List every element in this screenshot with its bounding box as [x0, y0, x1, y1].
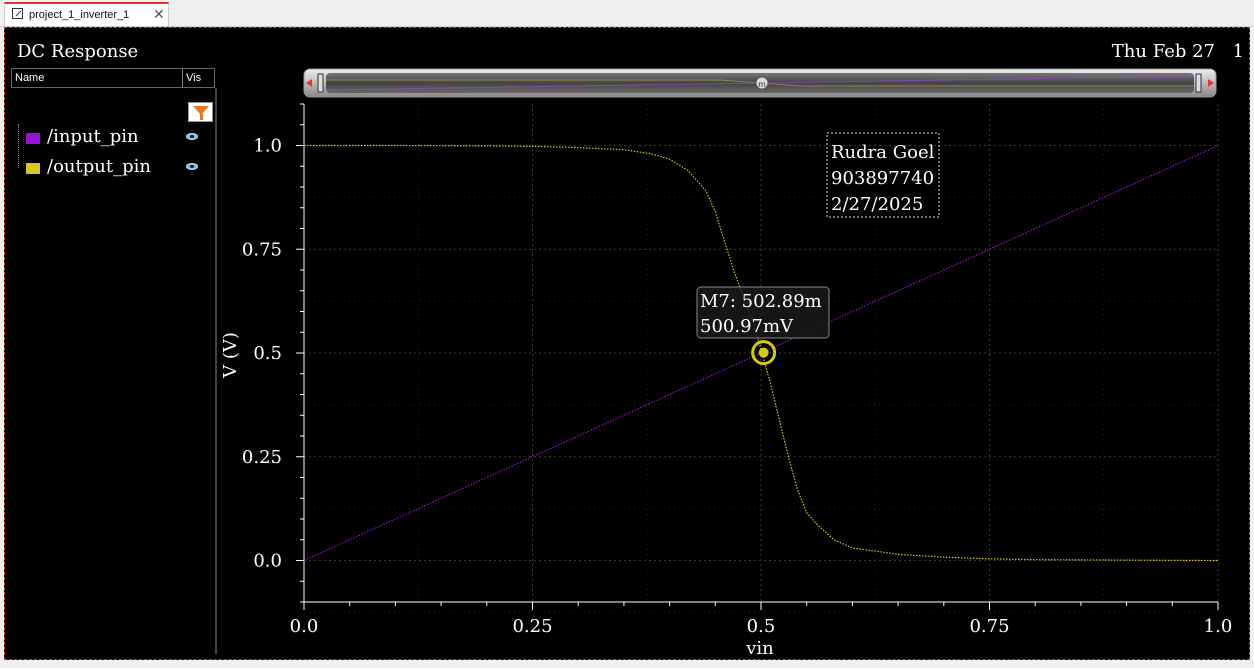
y-axis-label: V (V) [220, 332, 241, 379]
x-scrollbar[interactable]: m [303, 68, 1217, 98]
legend-label-output-pin: /output_pin [47, 156, 151, 177]
legend-header: Name Vis [11, 68, 215, 88]
panel-date-extra: 1 [1232, 41, 1244, 62]
scroll-left-arrow-icon[interactable] [306, 79, 312, 87]
scrollbar-right-handle[interactable] [1195, 73, 1202, 93]
legend-tree-line [18, 124, 20, 168]
marker-label-box [696, 286, 830, 339]
panel-title: DC Response [17, 41, 139, 62]
annotation-line-1: Rudra Goel [831, 142, 935, 163]
legend-col-divider[interactable] [182, 69, 183, 87]
x-axis-label: vin [745, 638, 774, 659]
x-tick-label: 0.75 [969, 616, 1009, 637]
panel-date: Thu Feb 27 [1111, 41, 1215, 62]
marker-m7[interactable]: M7: 502.89m 500.97mV [696, 286, 830, 366]
y-tick-label: 0.5 [253, 343, 282, 364]
marker-dot-icon[interactable] [758, 347, 769, 358]
legend-item-output-pin[interactable]: /output_pin [26, 156, 206, 180]
y-tick-label: 0.0 [253, 551, 282, 572]
tab-label: project_1_inverter_1 [29, 9, 130, 21]
annotation-box[interactable]: Rudra Goel 903897740 2/27/2025 [826, 132, 940, 218]
marker-label-line-1: M7: 502.89m [700, 291, 822, 312]
filter-funnel-icon[interactable] [188, 102, 213, 122]
scrollbar-grip-glyph: m [758, 80, 766, 89]
close-icon[interactable]: ✕ [153, 6, 165, 22]
legend-col-vis[interactable]: Vis [186, 72, 202, 84]
annotation-border [826, 132, 940, 218]
visibility-eye-icon[interactable] [186, 163, 198, 170]
x-tick-label: 0.0 [290, 616, 319, 637]
visibility-eye-icon[interactable] [186, 133, 198, 140]
scrollbar-left-handle[interactable] [317, 73, 324, 93]
plot-grid [303, 104, 1219, 613]
scrollbar-center-grip-icon[interactable] [755, 76, 769, 90]
annotation-line-3: 2/27/2025 [831, 194, 923, 215]
legend-swatch-output-pin [26, 163, 40, 174]
y-tick-label: 1.0 [253, 136, 282, 157]
annotation-line-2: 903897740 [831, 168, 934, 189]
tab-project-1-inverter-1[interactable]: project_1_inverter_1 ✕ [4, 2, 169, 26]
legend-item-input-pin[interactable]: /input_pin [26, 126, 206, 150]
scroll-right-arrow-icon[interactable] [1208, 79, 1214, 87]
legend-col-name[interactable]: Name [15, 72, 45, 84]
x-tick-label: 0.5 [747, 616, 776, 637]
marker-label-line-2: 500.97mV [700, 316, 794, 337]
plot-axes: 0.0 0.25 0.5 0.75 1.0 0.0 0.25 0.5 0.75 1.0 [242, 103, 1233, 637]
x-tick-label: 1.0 [1204, 616, 1233, 637]
document-icon [12, 8, 23, 19]
legend-swatch-input-pin [26, 133, 40, 144]
x-tick-label: 0.25 [512, 616, 552, 637]
graph-panel: DC Response Thu Feb 27 1 Name Vis /input… [6, 28, 1248, 658]
legend-label-input-pin: /input_pin [47, 126, 139, 147]
y-tick-label: 0.75 [242, 239, 282, 260]
y-tick-label: 0.25 [242, 447, 282, 468]
legend-splitter[interactable] [215, 88, 217, 654]
marker-ring-icon[interactable] [751, 340, 777, 366]
tab-bar: project_1_inverter_1 ✕ [0, 0, 1254, 27]
